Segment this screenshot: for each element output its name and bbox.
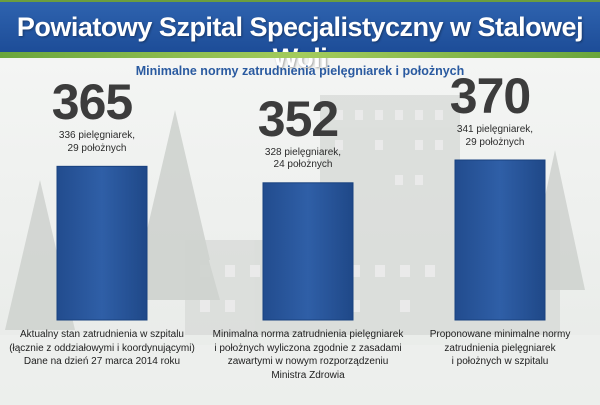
bar-category-label-2: Minimalna norma zatrudnienia pielęgniare… — [208, 328, 408, 382]
caption-line: zawartymi w nowym rozporządzeniu — [227, 356, 389, 367]
bar-category-label-3: Proponowane minimalne normy zatrudnienia … — [400, 328, 600, 369]
bar-detail-line: 336 pielęgniarek, — [58, 130, 136, 142]
caption-line: zatrudnienia pielęgniarek — [444, 342, 556, 354]
caption-line: (łącznie z oddziałowymi i koordynującymi… — [9, 342, 195, 354]
caption-line: Aktualny stan zatrudnienia w szpitalu — [20, 329, 184, 340]
bar-value-label-2: 352 — [257, 90, 339, 147]
bar-3 — [454, 159, 546, 321]
bar-detail-line: 29 położnych — [465, 136, 525, 148]
bar-detail-1: 336 pielęgniarek, 29 położnych — [32, 130, 162, 155]
caption-line: Ministra Zdrowia — [271, 369, 345, 381]
bar-value-label-3: 370 — [449, 68, 531, 124]
bar-detail-line: 24 położnych — [273, 159, 333, 171]
caption-line: Proponowane minimalne normy — [429, 329, 571, 340]
bar-category-label-1: Aktualny stan zatrudnienia w szpitalu (łą… — [2, 328, 202, 369]
caption-line: Minimalna norma zatrudnienia pielęgniare… — [212, 329, 404, 340]
bar-detail-2: 328 pielęgniarek, 24 położnych — [238, 147, 368, 172]
bar-detail-line: 341 pielęgniarek, — [456, 124, 534, 135]
bar-detail-3: 341 pielęgniarek, 29 położnych — [430, 124, 560, 149]
caption-line: i położnych w szpitalu — [451, 356, 549, 367]
banner-accent-strip — [0, 52, 600, 58]
bar-value-label-1: 365 — [51, 74, 133, 131]
bar-detail-line: 29 położnych — [67, 142, 127, 154]
caption-line: i położnych wyliczona zgodnie z zasadami — [214, 342, 402, 354]
bar-1 — [56, 165, 148, 321]
title-banner: Powiatowy Szpital Specjalistyczny w Stal… — [0, 0, 600, 73]
bar-2 — [262, 182, 354, 321]
page-title: Powiatowy Szpital Specjalistyczny w Stal… — [16, 12, 584, 73]
chart-title: Minimalne normy zatrudnienia pielęgniare… — [135, 64, 465, 78]
bar-detail-line: 328 pielęgniarek, — [264, 146, 342, 158]
caption-line: Dane na dzień 27 marca 2014 roku — [23, 356, 181, 367]
